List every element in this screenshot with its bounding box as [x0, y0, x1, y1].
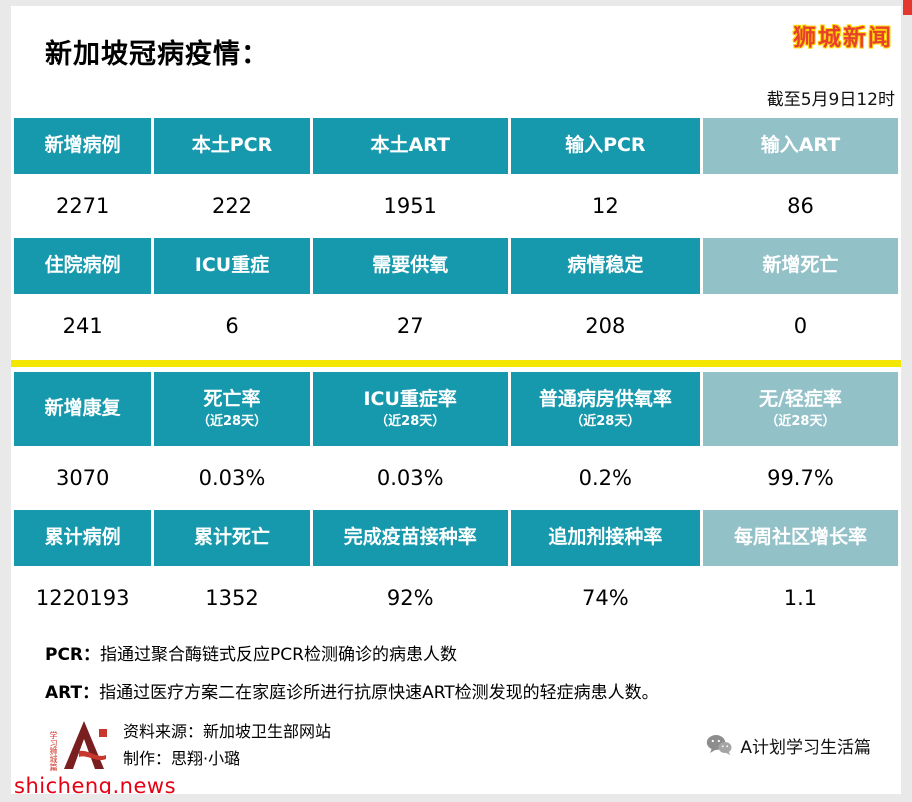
wechat-name: A计划学习生活篇 — [740, 737, 871, 758]
value-cell: 208 — [510, 297, 700, 355]
header-label: ICU重症率 — [363, 387, 457, 410]
header-cell: ICU重症率 （近28天） — [312, 372, 508, 446]
value-cell: 222 — [154, 177, 310, 235]
value-cell: 74% — [510, 569, 700, 627]
header-sublabel: （近28天） — [196, 414, 268, 430]
value-cell: 1951 — [312, 177, 508, 235]
site-url: shicheng.news — [14, 774, 177, 794]
header-cell: 累计死亡 — [154, 510, 310, 566]
as-of-date: 截至5月9日12时 — [766, 90, 895, 110]
header-label: 无/轻症率 — [758, 387, 842, 410]
header-cell: 新增病例 — [14, 118, 152, 174]
header-cell: 需要供氧 — [312, 238, 508, 294]
page-title: 新加坡冠病疫情： — [45, 39, 269, 70]
value-cell: 2271 — [14, 177, 152, 235]
header-cell: 完成疫苗接种率 — [312, 510, 508, 566]
header-cell: 普通病房供氧率 （近28天） — [510, 372, 700, 446]
value-cell: 12 — [510, 177, 700, 235]
value-cell: 1352 — [154, 569, 310, 627]
header-label: 新增康复 — [44, 397, 121, 420]
site-logo: 学习狮城篇 — [49, 719, 109, 771]
site-logo-text: 学习狮城篇 — [49, 731, 58, 772]
footnotes: PCR：指通过聚合酶链式反应PCR检测确诊的病患人数 ART：指通过医疗方案二在… — [45, 643, 901, 705]
footer: 学习狮城篇 资料来源：新加坡卫生部网站 制作：思翔·小璐 A计划学习生 — [49, 718, 875, 772]
value-cell: 0.03% — [154, 449, 310, 507]
site-logo-icon — [64, 721, 107, 770]
header-sublabel: （近28天） — [570, 414, 641, 430]
value-cell: 6 — [154, 297, 310, 355]
covid-infographic: 狮城新闻 新加坡冠病疫情： 截至5月9日12时 新增病例 本土PCR 本土ART… — [11, 6, 901, 794]
value-cell: 241 — [14, 297, 152, 355]
footnote-term: PCR： — [45, 645, 101, 665]
value-cell: 27 — [312, 297, 508, 355]
footnote-text: 指通过聚合酶链式反应PCR检测确诊的病患人数 — [100, 645, 457, 665]
value-cell: 3070 — [14, 449, 152, 507]
value-cell: 0.2% — [510, 449, 700, 507]
brand-logo-text: 狮城新闻 — [793, 25, 893, 51]
value-cell: 0 — [702, 297, 898, 355]
footnote-art: ART：指通过医疗方案二在家庭诊所进行抗原快速ART检测发现的轻症病患人数。 — [45, 681, 901, 706]
header-label: 死亡率 — [203, 387, 261, 410]
value-cell: 99.7% — [702, 449, 898, 507]
value-cell: 92% — [312, 569, 508, 627]
header-cell: 累计病例 — [14, 510, 152, 566]
wechat-account: A计划学习生活篇 — [706, 733, 871, 758]
footnote-text: 指通过医疗方案二在家庭诊所进行抗原快速ART检测发现的轻症病患人数。 — [99, 682, 659, 703]
covid-stats-table: 新增病例 本土PCR 本土ART 输入PCR 输入ART 2271 222 19… — [11, 118, 901, 627]
header-cell: 新增康复 — [14, 372, 152, 446]
corner-mark — [903, 0, 912, 15]
header-cell: 无/轻症率 （近28天） — [702, 372, 898, 446]
header-cell: 新增死亡 — [702, 238, 898, 294]
wechat-icon — [707, 735, 732, 756]
credits: 资料来源：新加坡卫生部网站 制作：思翔·小璐 — [123, 718, 331, 772]
header-cell: 每周社区增长率 — [702, 510, 898, 566]
maker-line: 制作：思翔·小璐 — [123, 749, 241, 769]
header-cell: ICU重症 — [154, 238, 310, 294]
header-sublabel: （近28天） — [765, 414, 836, 430]
header-cell: 输入PCR — [510, 118, 700, 174]
header-cell: 住院病例 — [14, 238, 152, 294]
value-cell: 1.1 — [702, 569, 898, 627]
footnote-term: ART： — [45, 682, 100, 703]
header-cell: 追加剂接种率 — [510, 510, 700, 566]
yellow-divider — [11, 360, 901, 367]
header-cell: 本土PCR — [154, 118, 310, 174]
header-cell: 输入ART — [702, 118, 898, 174]
source-line: 资料来源：新加坡卫生部网站 — [123, 722, 332, 742]
value-cell: 0.03% — [312, 449, 508, 507]
header-cell: 病情稳定 — [510, 238, 700, 294]
footnote-pcr: PCR：指通过聚合酶链式反应PCR检测确诊的病患人数 — [45, 643, 901, 668]
value-cell: 86 — [702, 177, 898, 235]
header-cell: 死亡率 （近28天） — [154, 372, 310, 446]
header-cell: 本土ART — [312, 118, 508, 174]
header-label: 普通病房供氧率 — [538, 387, 672, 410]
header-sublabel: （近28天） — [375, 414, 446, 430]
value-cell: 1220193 — [14, 569, 152, 627]
